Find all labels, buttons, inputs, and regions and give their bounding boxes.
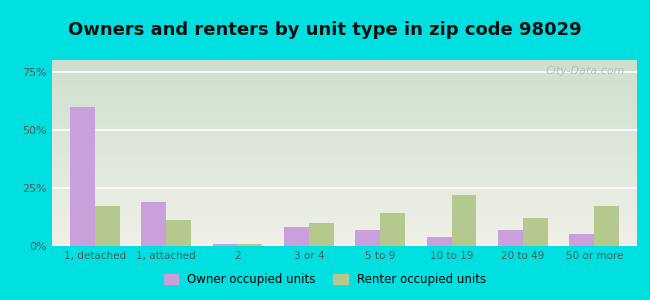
Bar xyxy=(95,206,120,246)
Bar xyxy=(166,220,191,246)
Legend: Owner occupied units, Renter occupied units: Owner occupied units, Renter occupied un… xyxy=(159,269,491,291)
Bar xyxy=(523,218,548,246)
Bar xyxy=(426,237,452,246)
Bar xyxy=(237,244,263,246)
Bar xyxy=(452,195,476,246)
Bar xyxy=(569,234,594,246)
Bar xyxy=(284,227,309,246)
Bar xyxy=(380,214,405,246)
Bar xyxy=(498,230,523,246)
Bar xyxy=(309,223,334,246)
Bar xyxy=(213,244,237,246)
Text: City-Data.com: City-Data.com xyxy=(546,66,625,76)
Bar xyxy=(70,106,95,246)
Bar xyxy=(141,202,166,246)
Bar xyxy=(594,206,619,246)
Bar xyxy=(355,230,380,246)
Text: Owners and renters by unit type in zip code 98029: Owners and renters by unit type in zip c… xyxy=(68,21,582,39)
